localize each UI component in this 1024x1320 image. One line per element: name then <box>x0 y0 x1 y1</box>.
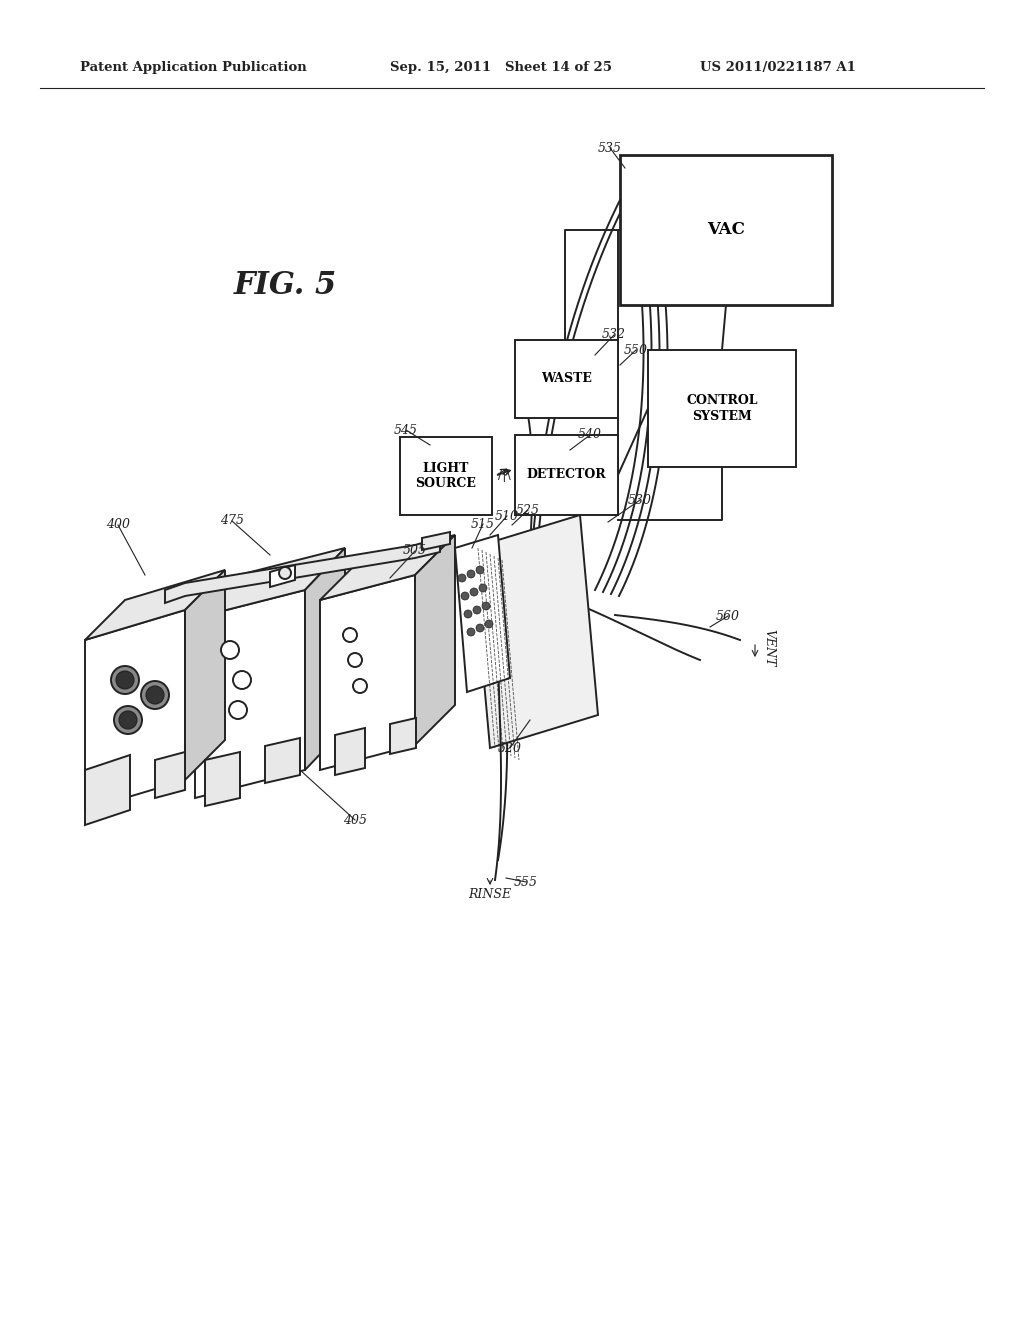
Circle shape <box>114 706 142 734</box>
Text: 532: 532 <box>602 329 626 342</box>
Text: 560: 560 <box>716 610 740 623</box>
Bar <box>620 154 831 305</box>
Polygon shape <box>155 752 185 799</box>
Text: LIGHT
SOURCE: LIGHT SOURCE <box>416 462 476 490</box>
Text: RINSE: RINSE <box>468 888 512 902</box>
Polygon shape <box>205 752 240 807</box>
Circle shape <box>470 587 478 597</box>
Circle shape <box>467 628 475 636</box>
Text: 530: 530 <box>628 494 652 507</box>
Text: 555: 555 <box>514 875 538 888</box>
Text: 535: 535 <box>598 141 622 154</box>
Polygon shape <box>455 535 510 692</box>
Polygon shape <box>195 590 305 799</box>
Polygon shape <box>85 755 130 825</box>
Polygon shape <box>195 548 345 618</box>
Text: 545: 545 <box>394 424 418 437</box>
Text: CONTROL
SYSTEM: CONTROL SYSTEM <box>686 395 758 422</box>
Polygon shape <box>265 738 300 783</box>
Bar <box>400 437 492 515</box>
Text: DETECTOR: DETECTOR <box>526 469 606 482</box>
Circle shape <box>343 628 357 642</box>
Bar <box>648 350 796 467</box>
Circle shape <box>119 711 137 729</box>
Circle shape <box>485 620 493 628</box>
Circle shape <box>279 568 291 579</box>
Text: 505: 505 <box>403 544 427 557</box>
Polygon shape <box>85 610 185 810</box>
Text: 510: 510 <box>495 510 519 523</box>
Circle shape <box>458 574 466 582</box>
Circle shape <box>229 701 247 719</box>
Circle shape <box>348 653 362 667</box>
Polygon shape <box>270 565 295 587</box>
Circle shape <box>464 610 472 618</box>
Text: VAC: VAC <box>707 222 744 239</box>
Circle shape <box>482 602 490 610</box>
Circle shape <box>111 667 139 694</box>
Text: 540: 540 <box>578 429 602 441</box>
Text: 520: 520 <box>498 742 522 755</box>
Circle shape <box>473 606 481 614</box>
Polygon shape <box>319 535 455 601</box>
Text: 515: 515 <box>471 517 495 531</box>
Circle shape <box>141 681 169 709</box>
Text: WASTE: WASTE <box>541 372 592 385</box>
Polygon shape <box>472 515 598 748</box>
Circle shape <box>116 671 134 689</box>
Polygon shape <box>390 718 416 754</box>
Text: 550: 550 <box>624 343 648 356</box>
Polygon shape <box>85 570 225 640</box>
Polygon shape <box>415 535 455 744</box>
Circle shape <box>146 686 164 704</box>
Text: 525: 525 <box>516 503 540 516</box>
Polygon shape <box>335 729 365 775</box>
Text: 400: 400 <box>106 519 130 532</box>
Text: /|\: /|\ <box>498 470 511 483</box>
Polygon shape <box>422 532 450 550</box>
Text: 405: 405 <box>343 813 367 826</box>
Circle shape <box>476 624 484 632</box>
Circle shape <box>476 566 484 574</box>
Bar <box>515 436 618 515</box>
Circle shape <box>353 678 367 693</box>
Text: Patent Application Publication: Patent Application Publication <box>80 62 307 74</box>
Text: FIG. 5: FIG. 5 <box>233 269 337 301</box>
Text: US 2011/0221187 A1: US 2011/0221187 A1 <box>700 62 856 74</box>
Circle shape <box>233 671 251 689</box>
Bar <box>515 341 618 418</box>
Circle shape <box>461 591 469 601</box>
Text: Sep. 15, 2011   Sheet 14 of 25: Sep. 15, 2011 Sheet 14 of 25 <box>390 62 612 74</box>
Text: VENT: VENT <box>762 630 775 667</box>
Polygon shape <box>319 576 415 770</box>
Polygon shape <box>165 539 440 603</box>
Text: 475: 475 <box>220 515 244 528</box>
Circle shape <box>221 642 239 659</box>
Polygon shape <box>305 548 345 770</box>
Polygon shape <box>185 570 225 780</box>
Circle shape <box>467 570 475 578</box>
Circle shape <box>479 583 487 591</box>
